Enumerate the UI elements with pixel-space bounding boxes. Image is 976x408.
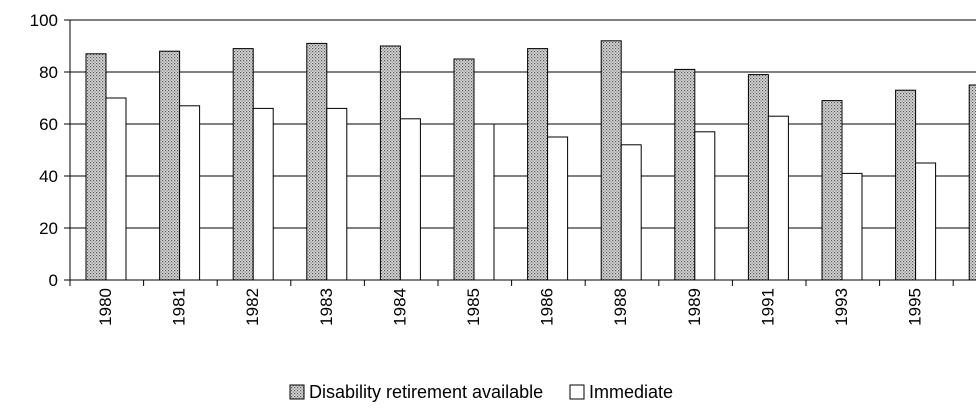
bar-disability-1985 <box>453 58 475 281</box>
x-tick-label-1988: 1988 <box>611 288 630 326</box>
y-tick-label-40: 40 <box>39 167 58 186</box>
bar-immediate-1980 <box>105 97 127 281</box>
bar-immediate-1991 <box>767 115 789 281</box>
bar-immediate-1988 <box>620 144 642 281</box>
y-tick-label-0: 0 <box>49 271 58 290</box>
y-tick-label-80: 80 <box>39 63 58 82</box>
y-tick-label-60: 60 <box>39 115 58 134</box>
x-tick-label-1989: 1989 <box>685 288 704 326</box>
x-tick-label-1986: 1986 <box>538 288 557 326</box>
x-tick-label-1993: 1993 <box>832 288 851 326</box>
bar-disability-1981 <box>159 50 181 281</box>
bar-disability-1983 <box>306 42 328 281</box>
legend-label-disability: Disability retirement available <box>309 382 543 402</box>
bar-immediate-1993 <box>841 172 863 281</box>
bar-disability-1982 <box>232 48 254 281</box>
bar-disability-1984 <box>379 45 401 281</box>
bar-immediate-1981 <box>179 105 201 281</box>
bar-immediate-1995 <box>915 162 937 281</box>
bar-immediate-1986 <box>547 136 569 281</box>
bar-disability-1991 <box>747 74 769 281</box>
bar-immediate-1985 <box>473 123 495 281</box>
bar-disability-1997 <box>968 84 976 281</box>
y-tick-label-100: 100 <box>30 11 58 30</box>
x-tick-label-1983: 1983 <box>317 288 336 326</box>
x-tick-label-1981: 1981 <box>170 288 189 326</box>
bar-immediate-1984 <box>399 118 421 281</box>
bars <box>85 40 976 281</box>
x-tick-label-1995: 1995 <box>906 288 925 326</box>
bar-immediate-1989 <box>694 131 716 281</box>
x-tick-label-1985: 1985 <box>464 288 483 326</box>
legend-swatch-immediate <box>569 384 585 400</box>
bar-immediate-1983 <box>326 107 348 281</box>
bar-disability-1995 <box>895 89 917 281</box>
bar-immediate-1982 <box>252 107 274 281</box>
y-tick-label-20: 20 <box>39 219 58 238</box>
tick-labels: 0 20 40 60 80 100 1980 1981 1982 1983 1984 1985 1986… <box>30 11 925 326</box>
bar-disability-1986 <box>527 48 549 281</box>
x-tick-label-1984: 1984 <box>390 288 409 326</box>
bar-disability-1989 <box>674 68 696 281</box>
legend: Disability retirement available Immediat… <box>289 382 673 402</box>
x-tick-label-1980: 1980 <box>96 288 115 326</box>
x-tick-label-1991: 1991 <box>758 288 777 326</box>
legend-swatch-disability <box>289 384 305 400</box>
bar-disability-1993 <box>821 100 843 281</box>
bar-disability-1980 <box>85 53 107 281</box>
legend-label-immediate: Immediate <box>589 382 673 402</box>
bar-disability-1988 <box>600 40 622 281</box>
x-tick-label-1982: 1982 <box>243 288 262 326</box>
